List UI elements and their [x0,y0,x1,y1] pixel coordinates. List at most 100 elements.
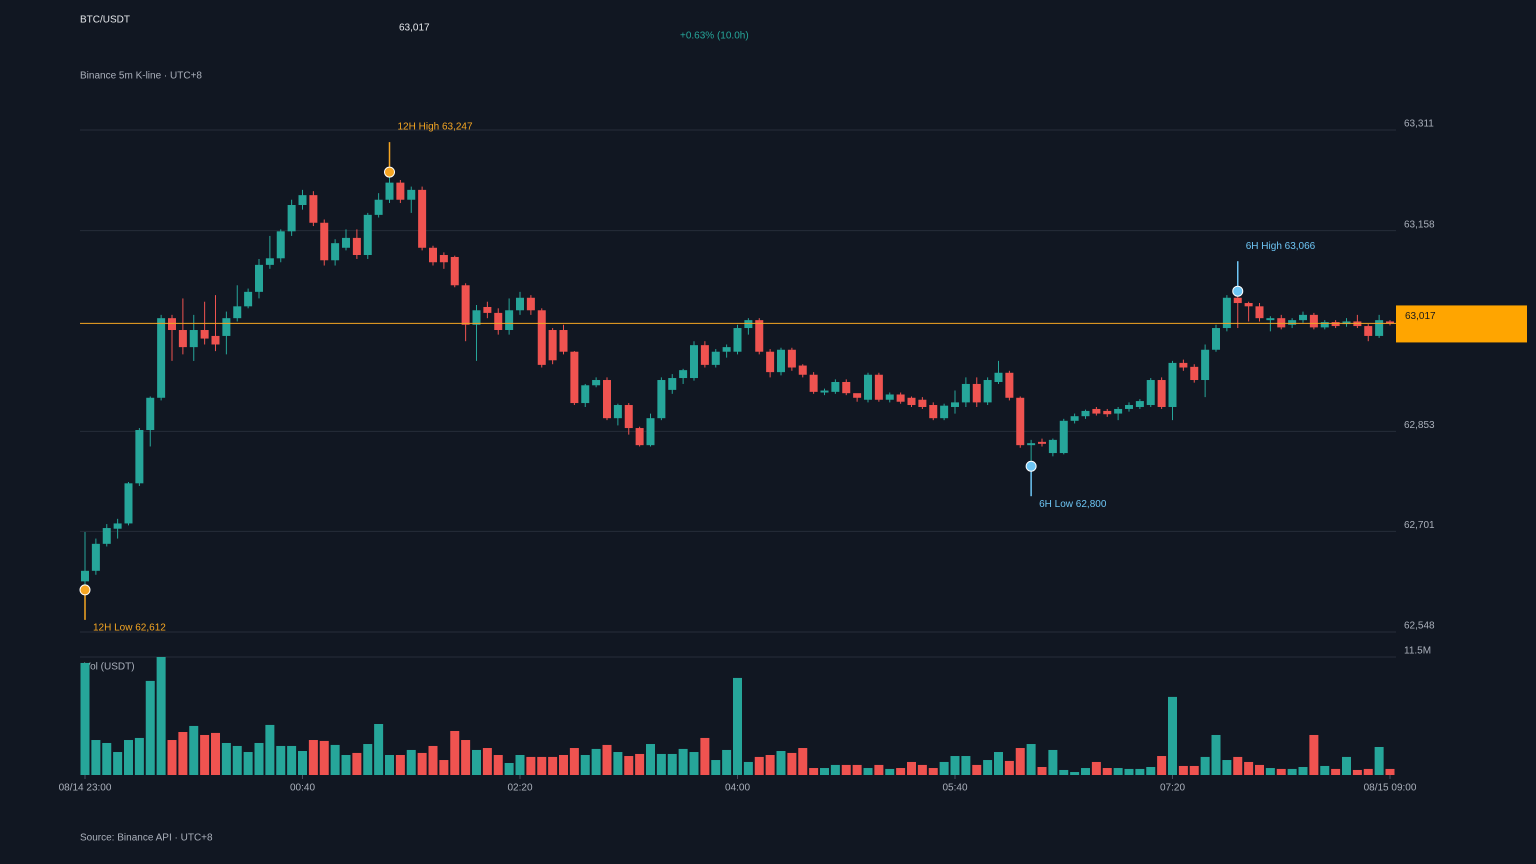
candle-body [657,380,666,419]
volume-bar [395,754,405,775]
candle-body [1005,372,1014,398]
candle-body [809,374,818,392]
candle-body [1190,366,1199,381]
x-tick-label: 08/15 09:00 [1364,783,1417,794]
volume-bar [385,754,394,775]
candle-body [864,374,872,400]
candle-body [526,297,535,311]
volume-bar [743,761,753,775]
volume-bar [156,657,166,775]
volume-bar [1135,768,1145,775]
volume-bar [602,744,612,775]
volume-bar [580,754,590,775]
volume-bar [1015,748,1025,775]
volume-bar [624,756,634,775]
candle-body [1135,401,1144,407]
candle-body [483,306,492,313]
volume-bar [983,760,993,775]
volume-label: Vol (USDT) [84,662,135,673]
candle-body [1027,443,1036,446]
candle-body [276,231,285,259]
candle-body [1309,314,1318,328]
volume-bar [124,740,133,775]
x-tick-label: 08/14 23:00 [59,783,112,794]
volume-bar [863,768,873,775]
volume-bar [330,744,340,775]
candle-body [940,405,949,419]
volume-bar [1200,756,1210,775]
candle-body [1146,380,1155,406]
volume-bar [689,752,699,775]
candle-body [178,330,187,348]
volume-bar [450,730,460,775]
volume-bar [1048,749,1058,775]
volume-bar [678,748,688,775]
candle-body [907,397,916,406]
chart-subtitle: Binance 5m K-line · UTC+8 [80,71,202,82]
candle-body [418,189,427,248]
y-tick-label: 62,853 [1404,420,1435,431]
candle-body [1157,380,1166,407]
x-tick-label: 05:40 [942,783,967,794]
volume-bar [515,754,525,775]
candle-body [679,370,688,379]
volume-bar [1113,768,1123,775]
candle-body [983,380,992,403]
candle-body [309,195,318,223]
candle-body [1320,322,1329,328]
volume-bar [569,748,579,775]
candle-body [1277,318,1286,328]
volume-bar [1309,734,1319,775]
candle-body [700,345,709,365]
volume-bar [548,756,558,775]
candle-body [342,237,350,248]
candle-body [820,390,829,393]
candle-body [233,306,242,319]
volume-bar [917,764,927,775]
candle-body [1222,297,1231,329]
volume-bar [1102,768,1112,775]
volume-bar [287,745,297,775]
volume-bar [907,761,916,775]
volume-bar [1374,746,1384,775]
volume-bar [352,752,362,775]
volume-bar [733,677,742,775]
volume-bar [1178,765,1188,775]
volume-bar [635,753,645,775]
volume-bar [1211,734,1221,775]
candle-body [690,345,698,379]
volume-bar [265,724,275,775]
candle-body [885,394,894,400]
volume-bar [776,750,786,775]
candle-body [200,330,209,339]
candle-body [929,405,938,419]
candle-body [1114,408,1123,414]
candle-body [374,199,383,215]
volume-bar [830,764,840,775]
volume-bar [656,753,666,775]
price-change: +0.63% (10.0h) [680,31,749,42]
candle-body [363,214,372,256]
volume-bar [145,680,155,775]
candle-body [896,394,905,402]
source-note: Source: Binance API · UTC+8 [80,833,213,844]
candle-body [429,247,437,263]
x-tick-label: 00:40 [290,783,315,794]
candle-body [613,405,622,419]
candle-body [831,381,840,392]
candle-body [668,378,677,390]
volume-bar [276,745,286,775]
volume-bar [482,748,492,775]
candle-body [124,483,133,524]
candle-body [1103,410,1112,415]
volume-bar [885,768,895,775]
annotation-marker [79,584,91,596]
volume-bar [1255,764,1264,775]
volume-bar [1320,765,1330,775]
candle-body [1233,297,1242,304]
candle-body [1092,408,1101,414]
volume-bar [134,737,144,775]
volume-bar [1059,769,1069,775]
volume-bar [961,756,971,775]
